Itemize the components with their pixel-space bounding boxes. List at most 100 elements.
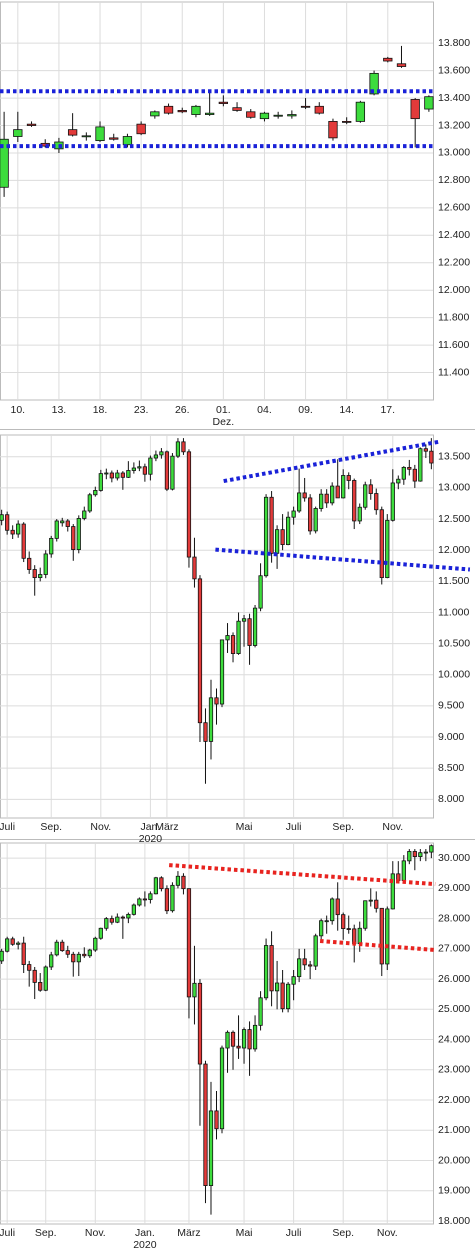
candle-body [137,898,142,906]
candle-body [302,958,307,966]
y-tick-label: 21.000 [438,1124,470,1136]
candle-body [10,938,15,945]
panel: 8.000 8.500 9.000 9.500 10.000 10.500 11.000 11… [0,434,470,845]
candle-body [379,509,384,579]
candle-body [300,105,311,108]
x-tick-label: Nov. [85,1227,106,1239]
candle-body [131,904,136,915]
candle-body [291,976,296,985]
candle-body [368,899,373,902]
candle-body [335,898,340,916]
x-tick-label: 10. [11,404,26,416]
candle-body [269,945,274,992]
x-sub-label: Dez. [213,416,235,428]
candle-body [341,914,346,929]
candle-body [177,110,187,113]
y-tick-label: 12.200 [438,257,470,269]
y-tick-label: 13.000 [438,482,470,494]
y-tick-label: 11.800 [438,311,469,323]
candle-body [38,981,43,991]
y-tick-label: 13.600 [438,64,470,76]
candle-body [148,457,153,475]
candle-body [115,916,120,923]
x-tick-label: Jan. [135,1227,155,1239]
candle-body [385,519,390,579]
candle-body [246,111,256,118]
y-tick-label: 13.000 [438,147,470,159]
candle-body [225,1031,230,1049]
y-tick-label: 24.000 [438,1033,470,1045]
y-tick-label: 12.600 [438,202,470,214]
candle-body [313,508,318,532]
candle-body [418,852,423,858]
candle-body [418,448,423,482]
x-tick-label: März [177,1227,200,1239]
candle-body [81,135,91,138]
candle-body [390,873,395,910]
candle-body [259,112,270,120]
candle-body [21,942,26,965]
candle-body [383,57,393,62]
candle-body [241,1029,247,1049]
y-tick-label: 26.000 [438,973,470,985]
y-tick-label: 27.000 [438,943,470,955]
y-tick-label: 22.000 [438,1094,470,1106]
y-tick-label: 28.000 [438,912,470,924]
candle-body [164,888,170,912]
candle-body [65,950,70,955]
candle-body [0,138,9,188]
candle-body [385,908,390,965]
candle-body [396,63,407,67]
candle-body [131,467,136,471]
candle-body [43,966,48,991]
panel: 18.000 19.000 20.000 21.000 22.000 23.000 24.0… [0,842,470,1250]
candle-body [280,529,285,546]
candle-body [214,1110,219,1130]
candle-body [297,492,302,512]
candle-body [87,949,92,957]
x-tick-label: Nov. [377,1227,398,1239]
trend-line [223,439,439,484]
x-tick-label: 14. [339,404,354,416]
y-tick-label: 13.200 [438,119,470,131]
candle-body [297,958,302,978]
candle-body [191,105,201,115]
y-tick-label: 20.000 [438,1154,470,1166]
candle-body [109,472,114,479]
candle-body [0,950,4,962]
candle-body [142,466,147,475]
candle-body [230,1031,236,1047]
y-tick-label: 12.000 [438,284,470,296]
candle-body [71,526,76,550]
candle-body [159,877,164,890]
candle-body [258,997,263,1026]
candle-body [230,635,236,654]
candle-body [252,1024,258,1050]
candle-body [258,575,263,609]
candle-body [410,99,420,120]
candle-body [95,126,105,142]
x-tick-label: Nov. [382,821,403,833]
x-tick-label: 26. [175,404,190,416]
candle-body [330,898,335,922]
candle-body [192,556,197,580]
y-tick-label: 12.800 [438,174,470,186]
candle-body [429,845,434,853]
y-tick-label: 11.000 [438,606,469,618]
candle-body [32,569,37,579]
candle-body [308,497,313,532]
y-tick-label: 9.000 [438,731,464,743]
candle-body [412,851,417,858]
candle-body [423,851,428,854]
y-tick-label: 13.800 [438,37,470,49]
candle-body [291,510,296,518]
candle-body [319,920,324,937]
candle-body [205,112,215,115]
candle-body [247,1029,252,1050]
x-sub-label: 2020 [133,1239,157,1250]
candle-body [115,472,120,479]
plot-area [0,1,434,401]
y-tick-label: 12.000 [438,544,470,556]
candle-body [13,129,23,137]
